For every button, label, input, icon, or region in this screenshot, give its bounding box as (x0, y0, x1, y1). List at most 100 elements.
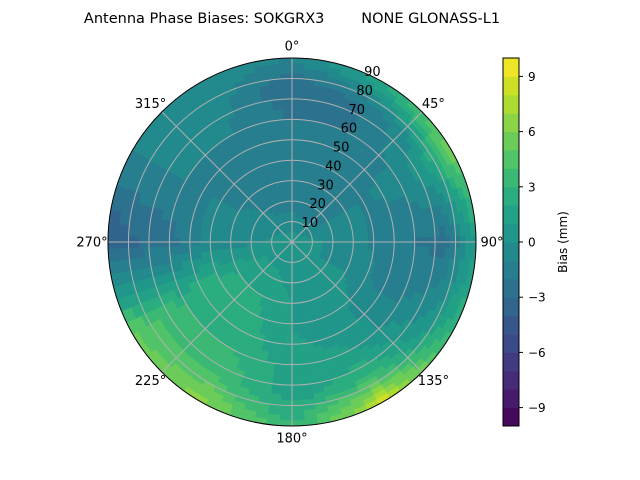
r-tick-label: 30 (317, 178, 334, 193)
contour-cell (291, 394, 304, 401)
r-tick-labels: 10 20 30 40 50 60 70 80 90 (302, 65, 381, 231)
contour-cell (291, 364, 302, 371)
theta-tick-label: 270° (76, 236, 107, 251)
contour-cell (199, 244, 206, 252)
contour-cell (291, 420, 306, 427)
contour-cell (283, 119, 293, 126)
contour-cell (215, 244, 222, 251)
contour-cell (283, 129, 293, 136)
contour-cell (296, 312, 304, 319)
r-tick-label: 20 (309, 197, 326, 212)
contour-cell (291, 374, 302, 381)
contour-cell (282, 374, 293, 381)
r-tick-label: 60 (341, 122, 358, 137)
contour-cell (291, 399, 304, 406)
contour-cell (286, 165, 293, 171)
contour-cell (235, 243, 242, 249)
contour-cell (403, 245, 410, 255)
chart-title: Antenna Phase Biases: SOKGRX3 NONE GLONA… (84, 11, 500, 27)
contour-cell (291, 103, 302, 110)
contour-cell (179, 229, 186, 239)
theta-tick-label: 225° (135, 374, 166, 389)
contour-cell (280, 83, 293, 90)
theta-tick-label: 135° (418, 374, 449, 389)
colorbar-band (503, 113, 519, 133)
contour-cell (291, 333, 300, 340)
contour-cell (283, 124, 293, 131)
contour-cell (291, 78, 304, 85)
theta-tick-label: 45° (422, 97, 445, 112)
colorbar-band (503, 58, 519, 77)
contour-cell (291, 348, 301, 355)
theta-gridline (161, 111, 293, 243)
contour-cell (285, 328, 293, 335)
colorbar-band (503, 334, 519, 353)
theta-gridline (291, 111, 423, 243)
colorbar-tick-label: 9 (528, 70, 536, 84)
colorbar-band (503, 150, 519, 169)
contour-cell (286, 170, 293, 177)
colorbar-tick-label: 3 (528, 180, 536, 194)
contour-cell (279, 409, 293, 417)
contour-cell (220, 244, 227, 250)
contour-cell (291, 379, 303, 386)
colorbar-band (503, 223, 519, 243)
colorbar-band (503, 370, 519, 390)
contour-cell (230, 243, 237, 249)
colorbar-tick-label: 6 (528, 125, 536, 139)
contour-cell (284, 333, 293, 340)
contour-cell (278, 420, 293, 427)
r-tick-label: 50 (333, 141, 350, 156)
contour-cell (287, 175, 293, 182)
contour-cell (281, 170, 288, 177)
contour-cell (378, 232, 385, 240)
contour-cell (383, 244, 390, 253)
colorbar-band (503, 168, 519, 188)
contour-cell (220, 234, 227, 240)
theta-gridline (161, 241, 293, 373)
contour-cell (291, 67, 305, 75)
theta-gridline (291, 241, 423, 373)
contour-cell (291, 170, 298, 177)
contour-cell (398, 245, 405, 255)
theta-tick-labels: 0° 45° 90° 135° 180° 225° 270° 315° (76, 40, 503, 447)
contour-cell (283, 185, 289, 192)
contour-cell (378, 244, 385, 252)
polar-grid (107, 57, 477, 427)
contour-cell (367, 233, 375, 240)
contour-cell (286, 313, 293, 319)
contour-cell (280, 399, 293, 406)
contour-cell (291, 62, 305, 69)
colorbar-band (503, 186, 519, 206)
contour-cell (285, 318, 293, 325)
contour-cell (291, 124, 301, 131)
colorbar-band (503, 205, 519, 225)
contour-cell (291, 313, 298, 319)
contour-cell (245, 243, 252, 248)
contour-cell (287, 180, 293, 187)
contour-cell (280, 165, 288, 172)
contour-cell (280, 88, 293, 95)
contour-cell (291, 88, 304, 95)
contour-cell (291, 318, 299, 325)
colorbar-band (503, 242, 519, 261)
contour-cell (158, 246, 166, 257)
contour-cell (383, 231, 390, 240)
colorbar-band (503, 389, 519, 409)
contour-cell (291, 139, 300, 146)
contour-cell (291, 134, 300, 141)
contour-cell (284, 134, 293, 141)
contour-cell (250, 242, 257, 247)
theta-tick-label: 0° (285, 40, 300, 55)
contour-cell (194, 231, 201, 240)
contour-cell (291, 83, 304, 90)
colorbar-band (503, 131, 519, 151)
contour-cell (291, 108, 302, 115)
contour-cell (283, 348, 293, 355)
colorbar-label: Bias (mm) (556, 211, 570, 273)
contour-cell (215, 233, 222, 240)
colorbar: −9 −6 −3 0 3 6 9 (502, 57, 546, 427)
theta-tick-label: 315° (135, 97, 166, 112)
contour-cell (418, 227, 426, 238)
